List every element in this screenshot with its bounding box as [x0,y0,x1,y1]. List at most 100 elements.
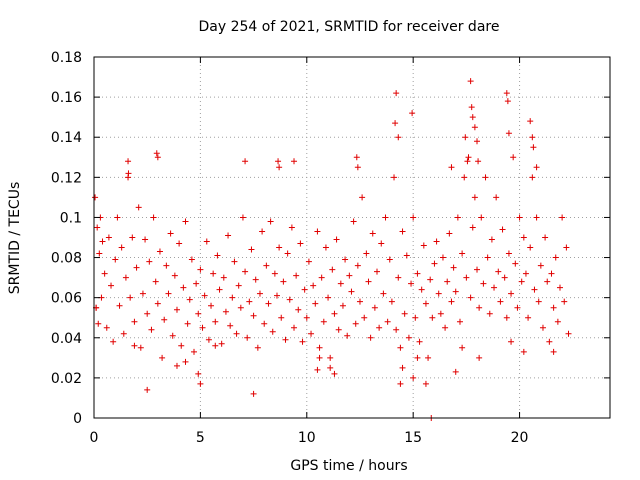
data-point [235,282,242,289]
data-point [180,284,187,291]
data-point [444,278,451,285]
data-point [418,286,425,293]
data-point [484,254,491,261]
data-point [467,294,474,301]
data-point [522,270,529,277]
data-point [167,230,174,237]
data-point [359,194,366,201]
data-point [503,314,510,321]
y-tick-label: 0.02 [51,371,82,387]
data-point [210,270,217,277]
data-point [514,304,521,311]
data-point [559,214,566,221]
data-point [310,282,317,289]
data-point [386,256,393,263]
x-tick-label: 0 [90,430,99,446]
data-point [276,244,283,251]
data-point [380,290,387,297]
data-point [101,270,108,277]
y-tick-label: 0.16 [51,90,82,106]
data-point [150,214,157,221]
data-point [275,158,282,165]
y-tick-label: 0.18 [51,50,82,66]
data-point [265,300,272,307]
data-point [288,224,295,231]
data-point [203,238,210,245]
data-point [197,266,204,273]
data-point [505,130,512,137]
data-point [352,320,359,327]
data-point [237,304,244,311]
data-point [529,134,536,141]
data-point [216,286,223,293]
data-point [446,230,453,237]
data-point [154,300,161,307]
data-point [512,260,519,267]
data-point [218,340,225,347]
data-point [142,236,149,243]
data-point [122,274,129,281]
data-point [416,338,423,345]
data-point [154,154,161,161]
data-point [450,264,457,271]
data-point [337,280,344,287]
data-point [437,310,444,317]
data-point [491,284,498,291]
y-tick-label: 0 [73,411,82,427]
data-point [269,328,276,335]
data-point [469,224,476,231]
y-tick-label: 0.08 [51,251,82,267]
data-point [439,254,446,261]
data-point [212,318,219,325]
data-point [537,262,544,269]
data-point [148,326,155,333]
data-point [153,150,160,157]
data-point [367,334,374,341]
data-point [452,288,459,295]
data-point [467,78,474,85]
data-point [133,264,140,271]
x-axis-label: GPS time / hours [290,458,407,474]
data-point [135,204,142,211]
data-point [176,240,183,247]
data-point [397,344,404,351]
data-point [314,366,321,373]
x-tick-label: 20 [511,430,529,446]
data-point [286,296,293,303]
data-point [476,354,483,361]
data-point [516,214,523,221]
data-point [463,274,470,281]
data-point [344,332,351,339]
data-point [244,334,251,341]
data-point [280,278,287,285]
data-point [239,214,246,221]
data-point [335,326,342,333]
data-point [369,230,376,237]
data-point [220,274,227,281]
data-point [410,214,417,221]
data-point [316,354,323,361]
data-point [256,290,263,297]
data-point [295,306,302,313]
data-point [395,134,402,141]
data-point [474,266,481,273]
data-point [116,302,123,309]
data-point [173,306,180,313]
data-point [118,244,125,251]
data-point [293,272,300,279]
data-point [165,290,172,297]
data-point [199,324,206,331]
data-point [182,358,189,365]
data-point [471,194,478,201]
data-point [501,274,508,281]
data-point [125,170,132,177]
data-point [427,276,434,283]
data-point [252,276,259,283]
data-point [339,302,346,309]
data-point [96,250,103,257]
data-point [353,154,360,161]
data-point [409,110,416,117]
data-point [114,214,121,221]
data-point [222,308,229,315]
